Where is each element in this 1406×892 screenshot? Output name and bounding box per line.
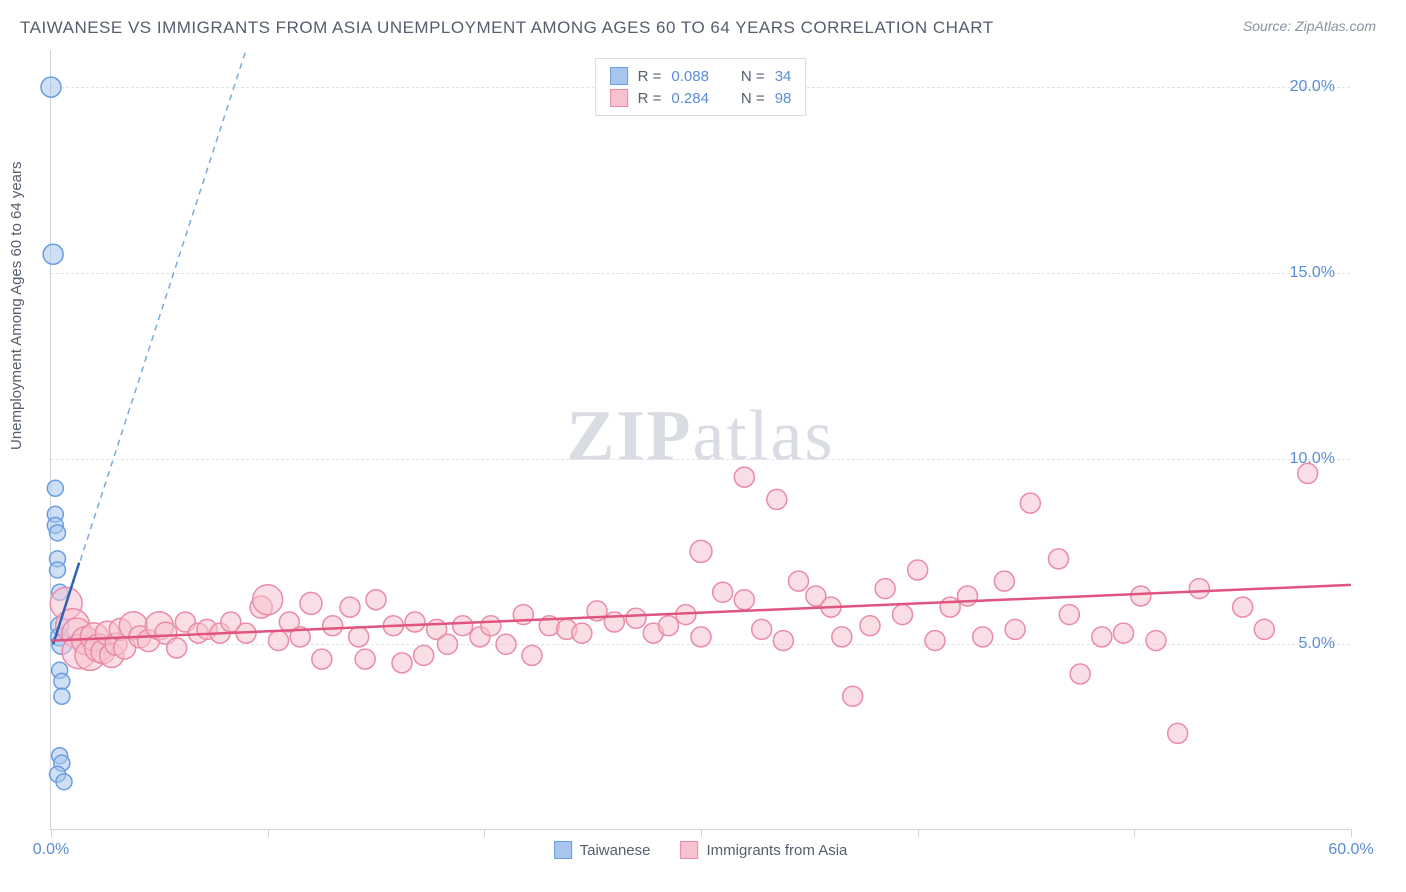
legend-bottom-swatch-1: [681, 841, 699, 859]
legend-swatch-0: [610, 67, 628, 85]
y-axis-label: Unemployment Among Ages 60 to 64 years: [8, 161, 25, 450]
legend-swatch-1: [610, 89, 628, 107]
legend-label-1: Immigrants from Asia: [707, 842, 848, 859]
y-tick-label: 10.0%: [1290, 450, 1335, 468]
source-label: Source: ZipAtlas.com: [1243, 18, 1376, 34]
r-label-1: R =: [638, 90, 662, 107]
n-value-1: 98: [775, 90, 792, 107]
legend-stats: R = 0.088 N = 34 R = 0.284 N = 98: [595, 58, 807, 116]
scatter-svg: [51, 50, 1350, 829]
legend-label-0: Taiwanese: [580, 842, 651, 859]
r-label-0: R =: [638, 68, 662, 85]
n-label-1: N =: [741, 90, 765, 107]
y-tick-label: 20.0%: [1290, 78, 1335, 96]
y-tick-label: 15.0%: [1290, 264, 1335, 282]
r-value-0: 0.088: [671, 68, 709, 85]
legend-bottom-swatch-0: [554, 841, 572, 859]
n-value-0: 34: [775, 68, 792, 85]
legend-series: Taiwanese Immigrants from Asia: [554, 841, 848, 859]
r-value-1: 0.284: [671, 90, 709, 107]
legend-stats-row-1: R = 0.284 N = 98: [610, 87, 792, 109]
plot-area: ZIPatlas R = 0.088 N = 34 R = 0.284 N = …: [50, 50, 1350, 830]
chart-title: TAIWANESE VS IMMIGRANTS FROM ASIA UNEMPL…: [20, 18, 994, 38]
n-label-0: N =: [741, 68, 765, 85]
y-tick-label: 5.0%: [1299, 635, 1335, 653]
legend-item-0: Taiwanese: [554, 841, 651, 859]
x-tick-label: 60.0%: [1328, 841, 1373, 859]
legend-item-1: Immigrants from Asia: [681, 841, 848, 859]
x-tick-label: 0.0%: [33, 841, 69, 859]
legend-stats-row-0: R = 0.088 N = 34: [610, 65, 792, 87]
